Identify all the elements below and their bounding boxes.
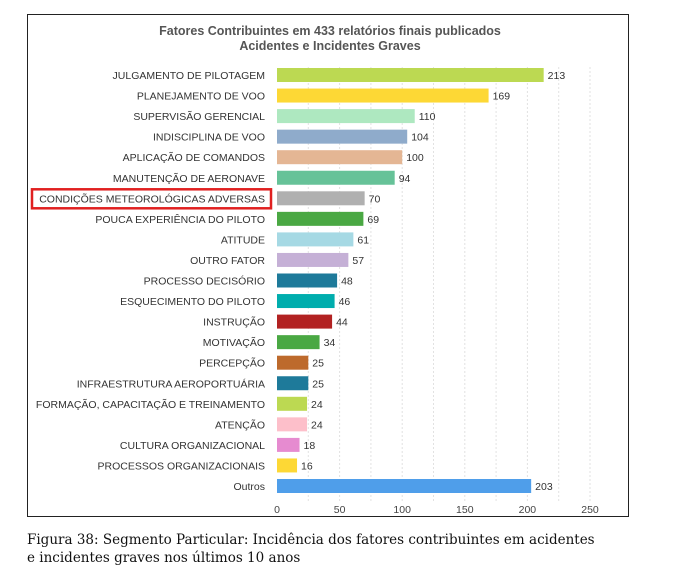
category-label: PROCESSOS ORGANIZACIONAIS — [98, 460, 265, 472]
bar — [277, 170, 395, 185]
category-label: PERCEPÇÃO — [199, 357, 265, 370]
x-tick-label: 150 — [456, 504, 474, 516]
x-tick-label: 200 — [519, 504, 537, 516]
data-label: 57 — [352, 255, 364, 267]
category-label: FORMAÇÃO, CAPACITAÇÃO E TREINAMENTO — [36, 398, 265, 411]
data-label: 100 — [406, 152, 424, 164]
bar — [277, 437, 300, 452]
category-label: MOTIVAÇÃO — [203, 336, 265, 349]
data-label: 34 — [324, 337, 336, 349]
bar — [277, 191, 365, 206]
category-label: INFRAESTRUTURA AEROPORTUÁRIA — [77, 377, 265, 390]
data-label: 46 — [339, 296, 351, 308]
category-label: OUTRO FATOR — [190, 255, 265, 267]
caption-line-1: Figura 38: Segmento Particular: Incidênc… — [27, 532, 595, 548]
category-label: APLICAÇÃO DE COMANDOS — [123, 151, 265, 164]
caption-line-2: e incidentes graves nos últimos 10 anos — [27, 550, 301, 566]
data-label: 16 — [301, 460, 313, 472]
bar — [277, 376, 309, 391]
category-label: INDISCIPLINA DE VOO — [153, 132, 265, 144]
x-tick-label: 50 — [334, 504, 346, 516]
category-label: PROCESSO DECISÓRIO — [144, 275, 265, 288]
category-label: SUPERVISÃO GERENCIAL — [133, 110, 265, 123]
category-label: CONDIÇÕES METEOROLÓGICAS ADVERSAS — [39, 192, 265, 205]
chart-frame: Fatores Contribuintes em 433 relatórios … — [27, 14, 629, 517]
data-label: 104 — [411, 132, 429, 144]
category-label: ESQUECIMENTO DO PILOTO — [120, 296, 265, 308]
bar — [277, 129, 408, 144]
data-label: 70 — [369, 193, 381, 205]
bar — [277, 150, 403, 165]
x-tick-label: 250 — [581, 504, 599, 516]
bar — [277, 232, 354, 247]
bar — [277, 109, 415, 124]
category-label: PLANEJAMENTO DE VOO — [137, 91, 265, 103]
bar — [277, 314, 333, 329]
data-label: 169 — [493, 91, 511, 103]
bar — [277, 88, 489, 103]
data-label: 110 — [419, 111, 436, 123]
bar — [277, 68, 544, 82]
data-label: 48 — [341, 276, 353, 288]
highlight-box — [30, 188, 273, 210]
category-label: POUCA EXPERIÊNCIA DO PILOTO — [95, 213, 265, 226]
data-label: 203 — [535, 481, 553, 493]
bar — [277, 458, 298, 473]
bar — [277, 355, 309, 370]
x-tick-label: 0 — [274, 504, 280, 516]
data-label: 24 — [311, 419, 323, 431]
bar — [277, 335, 320, 350]
bar — [277, 273, 338, 288]
data-label: 25 — [312, 378, 324, 390]
bar — [277, 479, 532, 493]
bar — [277, 417, 308, 432]
x-tick-label: 100 — [393, 504, 411, 516]
data-label: 24 — [311, 399, 323, 411]
bar — [277, 252, 349, 267]
data-label: 213 — [548, 70, 566, 82]
chart-title-line2: Acidentes e Incidentes Graves — [239, 39, 420, 53]
category-label: CULTURA ORGANIZACIONAL — [120, 440, 265, 452]
data-label: 25 — [312, 358, 324, 370]
bar — [277, 294, 335, 309]
category-label: INSTRUÇÃO — [203, 316, 265, 329]
data-label: 18 — [304, 440, 316, 452]
bar — [277, 396, 308, 411]
chart-title-line1: Fatores Contribuintes em 433 relatórios … — [159, 24, 501, 38]
bar — [277, 211, 364, 226]
category-label: ATITUDE — [221, 234, 265, 246]
data-label: 61 — [357, 234, 369, 246]
bar-chart: Fatores Contribuintes em 433 relatórios … — [30, 24, 599, 516]
data-label: 69 — [367, 214, 379, 226]
data-label: 44 — [336, 317, 348, 329]
data-label: 94 — [399, 173, 411, 185]
category-label: MANUTENÇÃO DE AERONAVE — [113, 172, 265, 185]
category-label: ATENÇÃO — [215, 418, 265, 431]
category-label: Outros — [233, 481, 265, 493]
figure-caption: Figura 38: Segmento Particular: Incidênc… — [27, 531, 627, 567]
category-label: JULGAMENTO DE PILOTAGEM — [113, 70, 265, 82]
